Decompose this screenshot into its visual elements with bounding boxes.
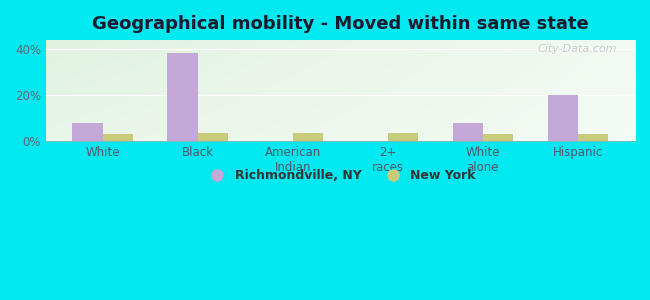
Bar <box>168 53 198 141</box>
Bar <box>72 123 103 141</box>
Bar <box>293 133 323 141</box>
Bar <box>483 134 514 141</box>
Bar <box>578 134 608 141</box>
Bar <box>452 123 483 141</box>
Bar <box>547 95 578 141</box>
Bar <box>388 133 419 141</box>
Title: Geographical mobility - Moved within same state: Geographical mobility - Moved within sam… <box>92 15 589 33</box>
Text: City-Data.com: City-Data.com <box>538 44 618 54</box>
Legend: Richmondville, NY, New York: Richmondville, NY, New York <box>200 164 481 188</box>
Bar <box>103 134 133 141</box>
Bar <box>198 133 228 141</box>
